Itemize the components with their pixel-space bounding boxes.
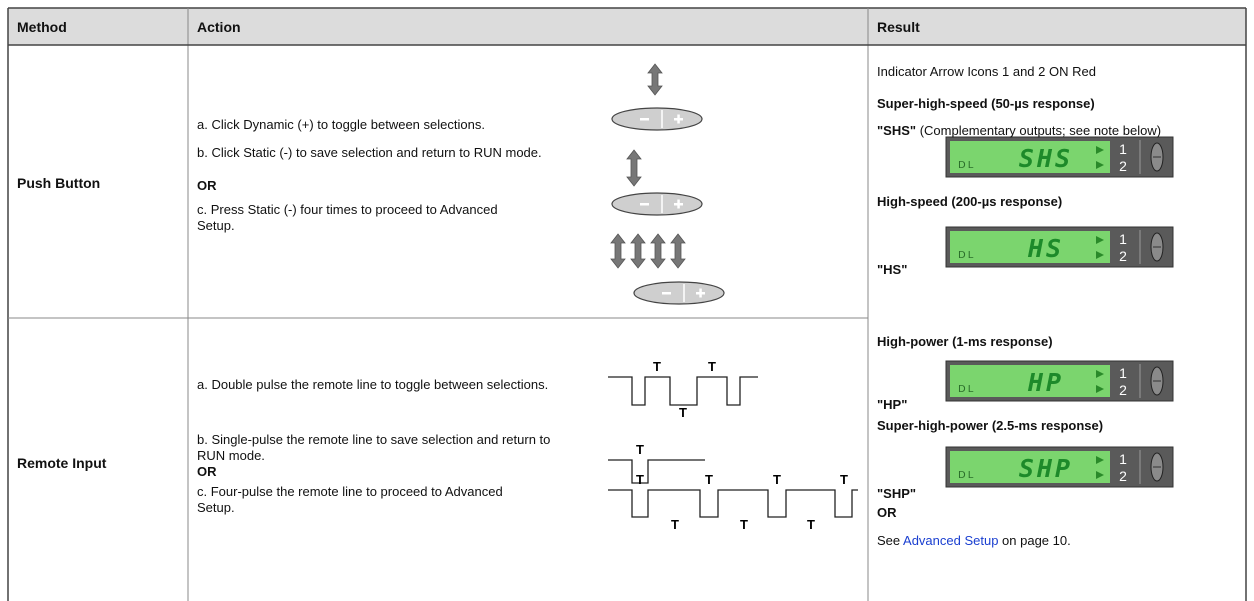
header-cell: Action xyxy=(197,19,241,35)
mode-title: Super-high-speed (50-µs response) xyxy=(877,96,1095,111)
lcd-screen xyxy=(950,365,1110,397)
arrow-icon xyxy=(626,149,642,187)
minus-icon xyxy=(662,292,671,295)
pulse-label: T xyxy=(708,359,716,374)
lcd-text: SHS xyxy=(1019,144,1073,173)
minus-icon xyxy=(640,203,649,206)
lcd-display: DL SHS 12 xyxy=(945,136,1174,178)
output-number: 2 xyxy=(1119,248,1127,264)
plus-icon xyxy=(699,288,702,298)
indicator-arrow xyxy=(1096,146,1104,154)
pulse-label: T xyxy=(636,442,644,457)
mode-title: High-speed (200-µs response) xyxy=(877,194,1063,209)
output-number: 2 xyxy=(1119,468,1127,484)
method-cell: Push Button xyxy=(17,175,101,191)
pulse-label: T xyxy=(807,517,815,532)
button-icon xyxy=(611,192,703,216)
indicator-arrow xyxy=(1096,471,1104,479)
output-number: 1 xyxy=(1119,451,1127,467)
lcd-display: DL HS 12 xyxy=(945,226,1174,268)
see-text: See xyxy=(877,533,904,548)
header-cell: Method xyxy=(17,19,67,35)
see-also: See Advanced Setup on page 10. xyxy=(877,533,1071,549)
lcd-text: SHP xyxy=(1019,454,1073,483)
output-number: 1 xyxy=(1119,141,1127,157)
indicator-arrow xyxy=(1096,251,1104,259)
output-number: 1 xyxy=(1119,231,1127,247)
action-or: OR xyxy=(197,178,217,193)
action-step: a. Click Dynamic (+) to toggle between s… xyxy=(197,117,485,132)
lcd-screen xyxy=(950,231,1110,263)
lcd-screen xyxy=(950,451,1110,483)
plus-icon xyxy=(677,114,680,124)
lcd-text: HS xyxy=(1027,234,1064,263)
arrow-icon xyxy=(670,233,686,269)
action-step: a. Double pulse the remote line to toggl… xyxy=(197,377,549,392)
output-number: 1 xyxy=(1119,365,1127,381)
indicator-arrow xyxy=(1096,370,1104,378)
note-text: (Complementary outputs; see note below) xyxy=(919,123,1162,138)
button-icon xyxy=(633,281,725,305)
button-icon xyxy=(611,107,703,131)
result-intro: Indicator Arrow Icons 1 and 2 ON Red xyxy=(877,64,1096,79)
pulse-line xyxy=(608,459,705,484)
plus-icon xyxy=(677,199,680,209)
action-or: OR xyxy=(197,464,217,479)
result-or: OR xyxy=(877,505,897,520)
indicator-arrow xyxy=(1096,236,1104,244)
action-step: c. Four-pulse the remote line to proceed… xyxy=(197,484,503,515)
mode-code: "HS" xyxy=(877,262,908,277)
pulse-line xyxy=(608,376,758,406)
action-step: b. Single-pulse the remote line to save … xyxy=(197,432,551,463)
method-cell: Remote Input xyxy=(17,455,107,471)
indicator-arrow xyxy=(1096,385,1104,393)
mode-title: High-power (1-ms response) xyxy=(877,334,1053,349)
output-number: 2 xyxy=(1119,158,1127,174)
output-number: 2 xyxy=(1119,382,1127,398)
pulse-label: T xyxy=(840,472,848,487)
pulse-label: T xyxy=(705,472,713,487)
indicator-arrow xyxy=(1096,456,1104,464)
action-step: b. Click Static (-) to save selection an… xyxy=(197,145,542,160)
arrow-icon xyxy=(630,233,646,269)
arrow-icon xyxy=(647,63,663,96)
pulse-label: T xyxy=(671,517,679,532)
see-text: on page 10. xyxy=(998,533,1071,548)
mode-note: "SHS" (Complementary outputs; see note b… xyxy=(877,114,1167,147)
mode-code: "SHP" xyxy=(877,486,917,501)
advanced-setup-link[interactable]: Advanced Setup xyxy=(903,533,999,548)
mode-code: "SHS" xyxy=(877,123,917,138)
pulse-label: T xyxy=(679,405,687,420)
lcd-text: HP xyxy=(1027,368,1064,397)
pulse-label: T xyxy=(653,359,661,374)
arrow-icon xyxy=(650,233,666,269)
minus-icon xyxy=(640,118,649,121)
lcd-brand: DL xyxy=(958,470,975,481)
lcd-screen xyxy=(950,141,1110,173)
pulse-label: T xyxy=(636,472,644,487)
lcd-brand: DL xyxy=(958,250,975,261)
action-step: c. Press Static (-) four times to procee… xyxy=(197,202,498,233)
header-cell: Result xyxy=(877,19,920,35)
pulse-label: T xyxy=(740,517,748,532)
lcd-brand: DL xyxy=(958,160,975,171)
pulse-label: T xyxy=(773,472,781,487)
lcd-display: DL HP 12 xyxy=(945,360,1174,402)
indicator-arrow xyxy=(1096,161,1104,169)
mode-code: "HP" xyxy=(877,397,908,412)
lcd-display: DL SHP 12 xyxy=(945,446,1174,488)
header-background xyxy=(8,8,1246,45)
pulse-line xyxy=(608,489,858,518)
mode-title: Super-high-power (2.5-ms response) xyxy=(877,418,1104,433)
arrow-icon xyxy=(610,233,626,269)
lcd-brand: DL xyxy=(958,384,975,395)
